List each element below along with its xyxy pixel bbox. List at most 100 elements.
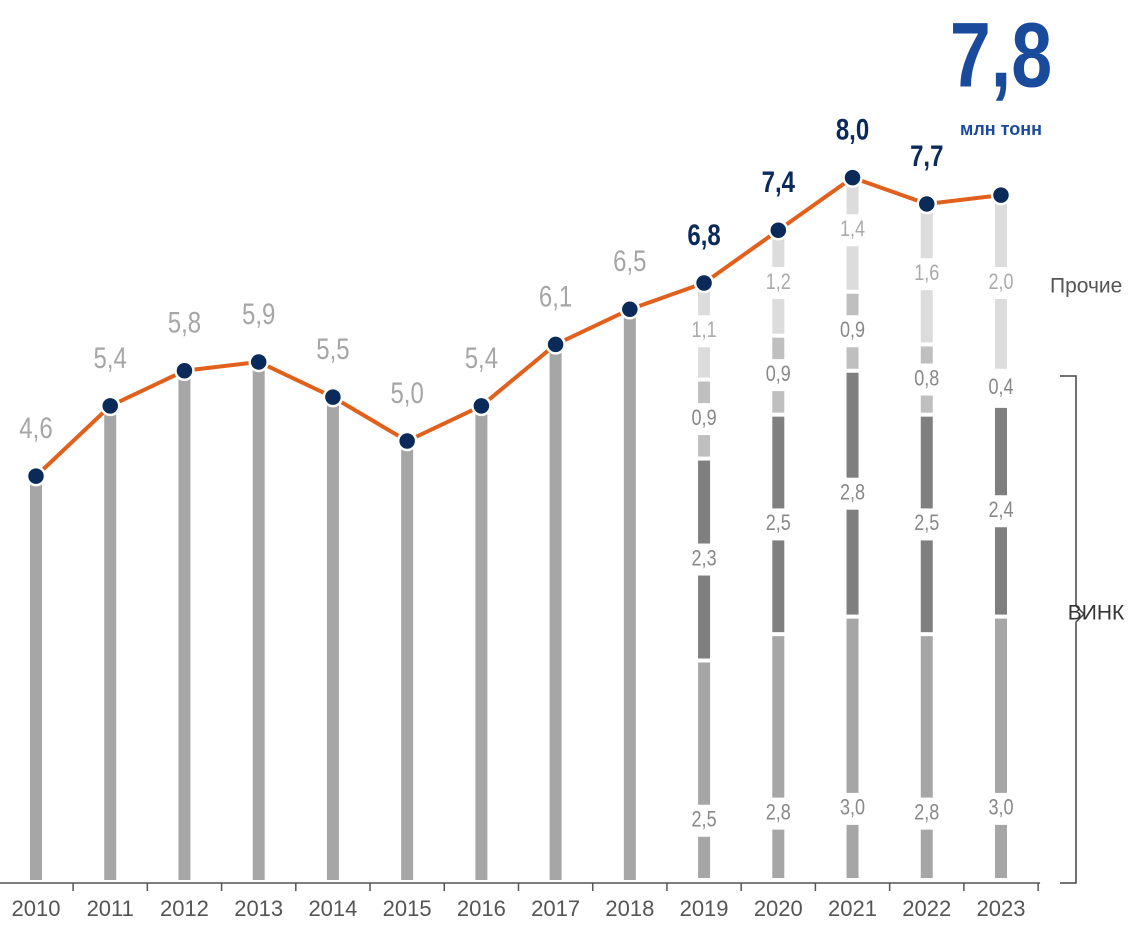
segment-label: 3,0 [840, 796, 865, 820]
segment-label: 2,8 [840, 481, 865, 505]
total-label: 5,5 [316, 331, 349, 365]
label-gap [908, 797, 945, 830]
segment-label: 2,8 [914, 801, 939, 825]
others-label: Прочие [1050, 275, 1122, 298]
stack-segment [698, 662, 711, 878]
x-tick-label: 2013 [234, 896, 283, 921]
bar [252, 361, 265, 881]
x-tick-label: 2018 [605, 896, 654, 921]
total-label: 5,4 [94, 340, 127, 374]
segment-label: 0,4 [988, 376, 1013, 400]
x-tick-label: 2019 [680, 896, 729, 921]
label-gap [686, 804, 723, 837]
label-gap [834, 315, 871, 348]
vink-bracket [1060, 375, 1086, 884]
segment-label: 2,4 [988, 498, 1013, 522]
segment-label: 0,9 [766, 362, 791, 386]
vink-label: ВИНК [1068, 602, 1125, 625]
total-marker [693, 272, 715, 294]
x-tick-label: 2017 [531, 896, 580, 921]
segment-label: 1,1 [692, 318, 717, 342]
total-marker [916, 193, 938, 215]
x-tick-label: 2010 [12, 896, 61, 921]
highlight-total: 7,8 [950, 3, 1052, 106]
stack-segment [920, 636, 933, 878]
total-label: 4,6 [19, 410, 52, 444]
total-label: 8,0 [836, 112, 869, 146]
segment-label: 0,8 [914, 367, 939, 391]
x-tick-label: 2022 [902, 896, 951, 921]
segment-label: 1,6 [914, 261, 939, 285]
unit-label: млн тонн [960, 119, 1042, 139]
x-tick-label: 2015 [383, 896, 432, 921]
label-gap [760, 508, 797, 541]
total-marker [396, 430, 418, 452]
total-marker [248, 351, 269, 373]
total-label: 5,9 [242, 296, 275, 330]
stack-segment [846, 618, 859, 878]
bar [326, 397, 339, 880]
label-gap [760, 266, 797, 299]
label-gap [686, 315, 723, 348]
bar [30, 476, 42, 880]
label-gap [908, 258, 945, 291]
x-tick-label: 2021 [828, 896, 877, 921]
total-marker [990, 184, 1012, 206]
total-marker [768, 220, 789, 241]
bar [401, 441, 414, 880]
label-gap [760, 797, 797, 830]
total-label: 6,1 [539, 279, 572, 313]
total-marker [322, 386, 344, 408]
segment-label: 2,5 [766, 512, 791, 536]
label-gap [908, 508, 945, 541]
total-label: 6,5 [613, 244, 646, 278]
total-marker [25, 465, 47, 487]
bar [104, 405, 117, 880]
total-marker [842, 167, 863, 188]
segment-label: 2,5 [914, 512, 939, 536]
label-gap [982, 792, 1019, 825]
total-label: 6,8 [687, 217, 720, 251]
bar [549, 344, 562, 880]
segment-label: 0,9 [692, 406, 717, 430]
x-tick-label: 2011 [87, 896, 134, 921]
total-marker [619, 299, 641, 320]
total-marker [545, 334, 566, 355]
total-label: 5,0 [390, 375, 423, 409]
segment-label: 2,3 [692, 547, 717, 571]
x-tick-label: 2016 [457, 896, 506, 921]
stack-segment [994, 618, 1007, 878]
bar [178, 370, 191, 880]
total-label: 7,7 [910, 138, 943, 172]
total-label: 7,4 [762, 165, 795, 199]
label-gap [982, 372, 1019, 405]
total-marker [99, 395, 121, 417]
x-tick-label: 2020 [754, 896, 803, 921]
label-gap [982, 266, 1019, 299]
label-gap [686, 403, 723, 436]
segment-label: 3,0 [988, 796, 1013, 820]
total-line [34, 175, 1002, 478]
label-gap [686, 543, 723, 576]
label-gap [982, 495, 1019, 528]
total-label: 5,8 [168, 305, 201, 339]
bar [623, 309, 636, 880]
label-gap [834, 477, 871, 510]
x-tick-label: 2023 [977, 896, 1026, 921]
bar [475, 405, 488, 880]
x-tick-label: 2014 [308, 896, 357, 921]
label-gap [908, 363, 945, 396]
segment-label: 0,9 [840, 318, 865, 342]
stack-segment [772, 636, 785, 878]
segment-label: 2,0 [988, 270, 1013, 294]
total-marker [471, 395, 492, 417]
x-tick-label: 2012 [160, 896, 209, 921]
segment-label: 1,4 [840, 217, 865, 241]
total-label: 5,4 [465, 340, 498, 374]
label-gap [760, 359, 797, 392]
label-gap [834, 214, 871, 247]
segment-label: 1,2 [766, 270, 791, 294]
segment-label: 2,5 [692, 808, 717, 832]
label-gap [834, 792, 871, 825]
